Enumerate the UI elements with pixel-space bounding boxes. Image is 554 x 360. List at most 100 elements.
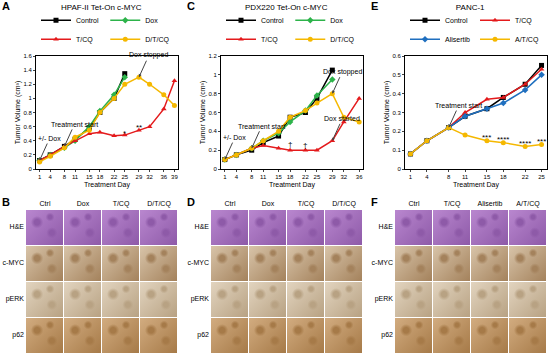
svg-text:0.6: 0.6 bbox=[208, 110, 217, 116]
svg-text:0.2: 0.2 bbox=[23, 152, 32, 158]
svg-text:1.6: 1.6 bbox=[23, 53, 32, 59]
svg-text:PDX220 Tet-On c-MYC: PDX220 Tet-On c-MYC bbox=[245, 3, 328, 12]
svg-text:0.1: 0.1 bbox=[392, 147, 401, 153]
svg-text:29: 29 bbox=[329, 174, 336, 180]
svg-text:D/T/CQ: D/T/CQ bbox=[330, 36, 354, 44]
svg-text:1: 1 bbox=[213, 72, 217, 78]
svg-text:1: 1 bbox=[223, 174, 227, 180]
svg-text:Dox: Dox bbox=[330, 17, 343, 24]
svg-text:+/- Dox: +/- Dox bbox=[223, 134, 246, 141]
svg-text:0: 0 bbox=[397, 166, 401, 172]
svg-text:HPAF-II Tet-On c-MYC: HPAF-II Tet-On c-MYC bbox=[61, 3, 142, 12]
html-text:T/CQ: T/CQ bbox=[112, 200, 130, 207]
svg-text:Treatment start: Treatment start bbox=[51, 121, 98, 128]
svg-text:4: 4 bbox=[425, 174, 429, 180]
svg-text:1.2: 1.2 bbox=[208, 53, 217, 59]
svg-text:8: 8 bbox=[250, 174, 254, 180]
html-text:E: E bbox=[371, 0, 379, 12]
svg-text:PANC-1: PANC-1 bbox=[456, 3, 485, 12]
svg-text:Control: Control bbox=[76, 17, 99, 24]
svg-text:Dox: Dox bbox=[145, 17, 158, 24]
html-text:Dox: Dox bbox=[76, 200, 90, 207]
svg-text:Treatment Day: Treatment Day bbox=[84, 181, 131, 189]
svg-text:11: 11 bbox=[260, 174, 267, 180]
svg-text:11: 11 bbox=[462, 174, 469, 180]
svg-text:25: 25 bbox=[121, 174, 128, 180]
svg-text:8: 8 bbox=[447, 174, 451, 180]
svg-text:22: 22 bbox=[522, 174, 529, 180]
svg-text:8: 8 bbox=[63, 174, 67, 180]
svg-text:0.8: 0.8 bbox=[23, 110, 32, 116]
svg-text:36: 36 bbox=[356, 174, 363, 180]
svg-text:T/CQ: T/CQ bbox=[515, 17, 532, 25]
svg-text:0.4: 0.4 bbox=[23, 138, 32, 144]
svg-text:1.2: 1.2 bbox=[23, 81, 32, 87]
svg-text:Dox stopped: Dox stopped bbox=[323, 68, 362, 76]
svg-text:Treatment Day: Treatment Day bbox=[453, 181, 500, 189]
svg-text:32: 32 bbox=[146, 174, 153, 180]
svg-text:18: 18 bbox=[97, 174, 104, 180]
svg-text:***: *** bbox=[537, 137, 546, 146]
svg-text:0.6: 0.6 bbox=[392, 53, 401, 59]
svg-text:15: 15 bbox=[86, 174, 93, 180]
svg-text:25: 25 bbox=[314, 174, 321, 180]
svg-text:22: 22 bbox=[111, 174, 118, 180]
svg-text:****: **** bbox=[497, 135, 509, 144]
svg-text:Treatment Day: Treatment Day bbox=[269, 181, 316, 189]
svg-text:0.6: 0.6 bbox=[23, 124, 32, 130]
svg-text:36: 36 bbox=[160, 174, 167, 180]
svg-text:4: 4 bbox=[49, 174, 53, 180]
svg-text:Treatment start: Treatment start bbox=[435, 102, 482, 109]
svg-text:18: 18 bbox=[500, 174, 507, 180]
svg-text:1: 1 bbox=[28, 95, 32, 101]
html-text:D/T/CQ: D/T/CQ bbox=[147, 200, 171, 207]
html-text:D: D bbox=[187, 196, 195, 208]
svg-text:15: 15 bbox=[275, 174, 282, 180]
svg-text:**: ** bbox=[136, 123, 142, 132]
svg-text:0.2: 0.2 bbox=[208, 147, 217, 153]
svg-text:Tumor Volume (cm³): Tumor Volume (cm³) bbox=[199, 81, 207, 145]
svg-text:25: 25 bbox=[538, 174, 545, 180]
svg-text:***: *** bbox=[482, 133, 491, 142]
svg-text:18: 18 bbox=[287, 174, 294, 180]
svg-text:†: † bbox=[288, 140, 292, 149]
html-text:Ctrl: Ctrl bbox=[39, 200, 51, 207]
svg-text:0.2: 0.2 bbox=[392, 128, 401, 134]
svg-text:0.3: 0.3 bbox=[392, 110, 401, 116]
html-text:A: A bbox=[2, 0, 10, 12]
svg-text:Treatment start: Treatment start bbox=[238, 123, 285, 130]
svg-text:*: * bbox=[123, 129, 126, 138]
svg-text:1: 1 bbox=[38, 174, 42, 180]
svg-text:1: 1 bbox=[409, 174, 413, 180]
svg-text:11: 11 bbox=[72, 174, 79, 180]
svg-text:+/- Dox: +/- Dox bbox=[38, 135, 61, 142]
svg-text:15: 15 bbox=[484, 174, 491, 180]
svg-text:0: 0 bbox=[28, 166, 32, 172]
svg-text:Alisertib: Alisertib bbox=[445, 36, 470, 43]
svg-text:Control: Control bbox=[445, 17, 468, 24]
html-text:C: C bbox=[187, 0, 195, 12]
svg-text:0.8: 0.8 bbox=[208, 91, 217, 97]
svg-text:Tumor Volume (cm³): Tumor Volume (cm³) bbox=[14, 81, 22, 145]
svg-text:29: 29 bbox=[136, 174, 143, 180]
svg-text:0.4: 0.4 bbox=[208, 128, 217, 134]
svg-text:0.4: 0.4 bbox=[392, 91, 401, 97]
svg-text:39: 39 bbox=[171, 174, 178, 180]
svg-text:T/CQ: T/CQ bbox=[261, 36, 278, 44]
svg-text:0.5: 0.5 bbox=[392, 72, 401, 78]
svg-text:T/CQ: T/CQ bbox=[76, 36, 93, 44]
svg-text:0: 0 bbox=[213, 166, 217, 172]
html-text:B: B bbox=[2, 196, 10, 208]
svg-text:A/T/CQ: A/T/CQ bbox=[515, 36, 539, 44]
svg-text:D/T/CQ: D/T/CQ bbox=[145, 36, 169, 44]
svg-text:4: 4 bbox=[235, 174, 239, 180]
svg-text:1.4: 1.4 bbox=[23, 67, 32, 73]
svg-text:†: † bbox=[303, 141, 307, 150]
svg-text:****: **** bbox=[519, 139, 531, 148]
svg-text:22: 22 bbox=[302, 174, 309, 180]
svg-text:Tumor Volume (cm³): Tumor Volume (cm³) bbox=[383, 81, 391, 145]
svg-text:32: 32 bbox=[340, 174, 347, 180]
svg-text:Dox stopped: Dox stopped bbox=[129, 51, 168, 59]
svg-text:Dox started: Dox started bbox=[324, 115, 360, 122]
svg-text:Control: Control bbox=[261, 17, 284, 24]
